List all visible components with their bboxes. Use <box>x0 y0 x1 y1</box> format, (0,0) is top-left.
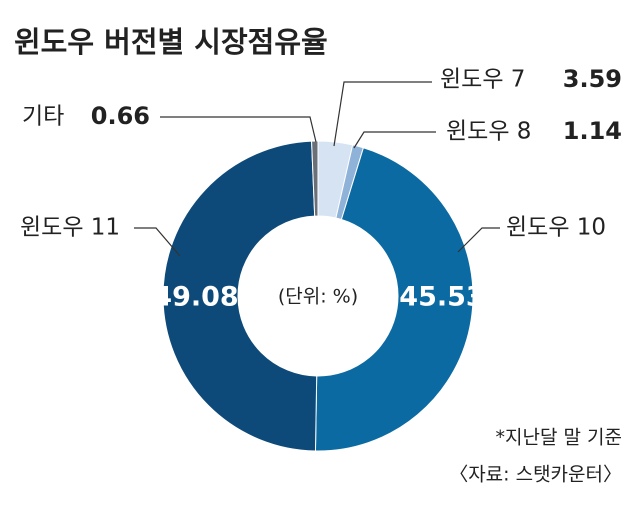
leader-line <box>134 227 181 257</box>
note: *지난달 말 기준 <box>496 427 622 449</box>
value-label: 0.66 <box>91 102 150 130</box>
category-label: 윈도우 10 <box>506 215 606 241</box>
leader-line <box>160 116 317 143</box>
donut-slice <box>162 140 318 452</box>
value-label: 1.14 <box>563 117 622 145</box>
category-label: 윈도우 7 <box>440 67 525 93</box>
value-label: 45.53 <box>399 282 484 313</box>
category-label: 기타 <box>22 104 64 130</box>
value-label: 49.08 <box>153 282 238 313</box>
source: 〈자료: 스탯카운터〉 <box>449 464 622 486</box>
chart-title: 윈도우 버전별 시장점유율 <box>14 25 328 59</box>
unit-note: (단위: %) <box>278 286 358 308</box>
leader-line <box>333 81 432 147</box>
leader-line <box>457 227 500 253</box>
donut-slice <box>314 147 474 452</box>
leader-line <box>353 131 436 149</box>
category-label: 윈도우 11 <box>20 215 120 241</box>
donut-slice <box>311 140 319 217</box>
value-label: 3.59 <box>563 65 622 93</box>
category-label: 윈도우 8 <box>446 119 531 145</box>
